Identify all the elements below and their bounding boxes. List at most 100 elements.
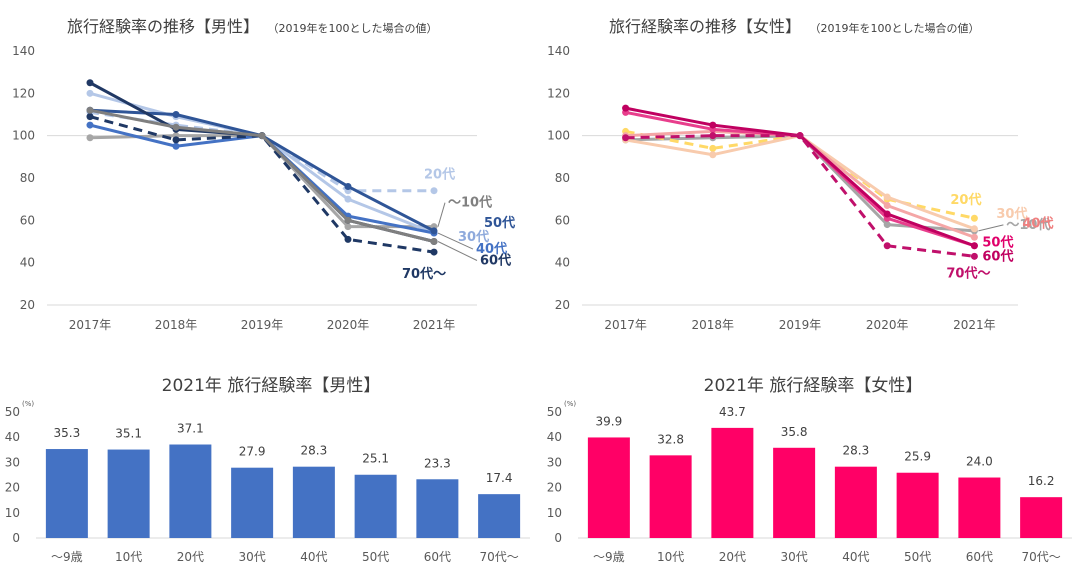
series-label: 30代 (458, 229, 489, 245)
series-line (625, 134, 975, 258)
bar-value-label: 35.3 (54, 426, 81, 440)
data-point (86, 113, 94, 121)
bar (834, 466, 877, 538)
data-point (622, 134, 630, 142)
x-tick-label: 2017年 (604, 318, 647, 332)
leader-line (437, 232, 474, 250)
x-tick-label: 50代 (362, 550, 389, 564)
x-tick-label: 30代 (780, 550, 807, 564)
x-tick-label: 10代 (115, 550, 142, 564)
data-point (622, 104, 630, 112)
y-tick-label: 30 (5, 455, 20, 469)
y-tick-label: 40 (5, 430, 20, 444)
y-tick-label: 50 (5, 405, 20, 419)
data-point (344, 216, 352, 224)
line-chart-svg-female: 20 40 60 80 100 120 140 2017年 2018年 2019年 2020年 202… (547, 44, 1053, 332)
x-tick-label: 〜9歳 (51, 550, 83, 564)
data-point (86, 89, 94, 97)
bar-value-label: 43.7 (719, 405, 746, 419)
data-point (883, 193, 891, 201)
bar (649, 455, 692, 538)
chart-subtitle: （2019年を100とした場合の値） (815, 22, 980, 35)
bar (292, 466, 335, 538)
data-point (883, 202, 891, 210)
x-tick-label: 60代 (966, 550, 993, 564)
y-tick-label: 20 (547, 481, 562, 495)
x-tick-label: 2018年 (155, 318, 198, 332)
bar (773, 447, 816, 538)
series-line (625, 134, 975, 231)
y-unit-label: (%) (22, 400, 34, 408)
data-point (344, 195, 352, 203)
bar-value-label: 32.8 (657, 432, 684, 446)
bar-chart-svg-male: 0 10 20 30 40 50(%) 35.3 〜9歳 35.1 10代 37.1 20代 27.9 3… (5, 400, 530, 564)
series-label: 40代 (476, 241, 507, 257)
data-point (172, 136, 180, 144)
y-tick-label: 140 (547, 44, 570, 58)
bar (958, 477, 1001, 538)
y-tick-label: 0 (12, 531, 20, 545)
chart-title-bar-female: 2021年 旅行経験率【女性】 (703, 376, 923, 396)
bar-value-label: 35.8 (781, 425, 808, 439)
x-tick-label: 30代 (238, 550, 265, 564)
bar-value-label: 28.3 (843, 444, 870, 458)
leader-line (978, 224, 1004, 232)
data-point (883, 210, 891, 218)
data-point (344, 235, 352, 243)
leader-line (437, 202, 446, 227)
data-point (172, 123, 180, 131)
x-tick-label: 2017年 (69, 318, 112, 332)
series-label: 20代 (424, 167, 455, 183)
data-point (970, 233, 978, 241)
bar-value-label: 39.9 (596, 414, 623, 428)
y-tick-label: 120 (12, 86, 35, 100)
y-tick-label: 50 (547, 405, 562, 419)
chart-title: 旅行経験率の推移【女性】 (609, 17, 802, 36)
x-tick-label: 2018年 (692, 318, 735, 332)
bar (478, 494, 521, 538)
y-tick-label: 100 (547, 129, 570, 143)
y-tick-label: 120 (547, 86, 570, 100)
y-tick-label: 40 (555, 256, 570, 270)
series-label: 50代 (982, 235, 1013, 251)
series-label: 20代 (950, 192, 981, 208)
bar-value-label: 16.2 (1028, 474, 1055, 488)
bar-chart-female: 2021年 旅行経験率【女性】 0 10 20 30 40 50 (%) 39.9 〜9歳 32.… (542, 362, 1084, 575)
bar-chart-male: 2021年 旅行経験率【男性】 0 10 20 30 40 50 (%) 35.3 〜9歳 35.… (0, 362, 542, 575)
y-tick-label: 80 (20, 171, 35, 185)
y-tick-label: 140 (12, 44, 35, 58)
y-tick-label: 60 (20, 213, 35, 227)
data-point (172, 111, 180, 118)
leader-line (437, 241, 478, 261)
bar (587, 437, 630, 538)
y-tick-label: 10 (547, 506, 562, 520)
x-tick-label: 2019年 (779, 318, 822, 332)
y-tick-label: 30 (547, 455, 562, 469)
x-tick-label: 60代 (424, 550, 451, 564)
data-point (344, 182, 352, 190)
series-label: 40代 (1022, 215, 1053, 231)
data-point (86, 79, 94, 87)
data-point (970, 242, 978, 250)
series-label: 60代 (982, 249, 1013, 265)
data-point (883, 242, 891, 250)
series-line (89, 110, 434, 193)
bar-value-label: 25.1 (362, 452, 389, 466)
series-label: 60代 (480, 253, 511, 269)
data-point (430, 238, 438, 245)
x-tick-label: 2021年 (953, 318, 996, 332)
bar (1020, 497, 1063, 538)
x-tick-label: 2020年 (866, 318, 909, 332)
chart-title: 旅行経験率の推移【男性】 (67, 17, 260, 36)
series-label: 70代〜 (402, 266, 446, 282)
bar (169, 444, 212, 538)
x-tick-label: 2021年 (413, 318, 456, 332)
bar (231, 467, 274, 538)
y-tick-label: 20 (5, 481, 20, 495)
y-tick-label: 60 (555, 213, 570, 227)
bar-value-label: 28.3 (301, 444, 328, 458)
series-line (89, 115, 435, 254)
line-chart-female: 旅行経験率の推移【女性】 （2019年を100とした場合の値） 20 40 60 80 1… (542, 0, 1084, 335)
data-point (970, 214, 978, 222)
x-tick-label: 2019年 (241, 318, 284, 332)
